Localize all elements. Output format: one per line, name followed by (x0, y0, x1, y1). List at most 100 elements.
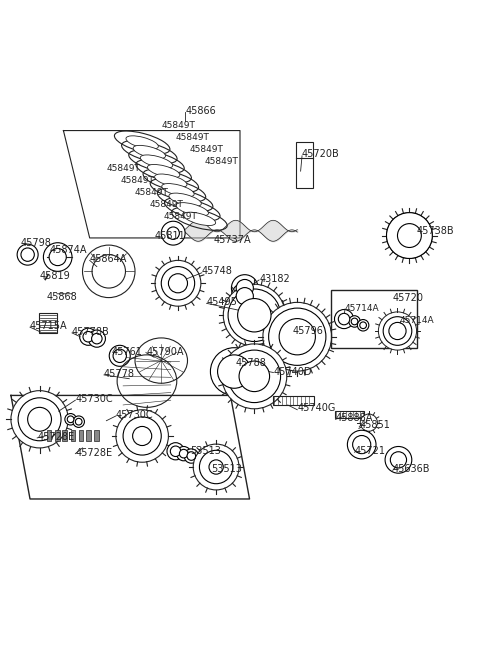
Circle shape (386, 213, 432, 258)
Text: 45849T: 45849T (204, 157, 238, 166)
Text: 45728E: 45728E (37, 432, 74, 442)
Ellipse shape (155, 174, 187, 187)
Text: 45851: 45851 (360, 420, 390, 430)
Ellipse shape (176, 203, 208, 216)
Bar (296, 142, 313, 188)
Bar (86, 430, 91, 441)
Circle shape (17, 244, 38, 265)
Text: 45798: 45798 (21, 238, 51, 248)
Circle shape (383, 316, 412, 346)
Text: 45738B: 45738B (417, 226, 454, 236)
Ellipse shape (147, 164, 180, 178)
Text: 45721: 45721 (355, 446, 385, 456)
Text: 45778: 45778 (104, 369, 135, 379)
Circle shape (236, 287, 253, 305)
Text: 45796: 45796 (292, 326, 324, 336)
Circle shape (184, 449, 199, 463)
Circle shape (199, 450, 233, 484)
Text: 45761: 45761 (111, 348, 142, 357)
Bar (62, 430, 67, 441)
Circle shape (168, 273, 188, 293)
Circle shape (80, 328, 97, 346)
Circle shape (18, 398, 61, 441)
Text: 45748: 45748 (202, 266, 233, 276)
Text: 45740D: 45740D (274, 367, 312, 377)
Text: 45849T: 45849T (161, 121, 195, 130)
Circle shape (397, 224, 421, 248)
Ellipse shape (169, 193, 201, 207)
Circle shape (21, 248, 34, 261)
Circle shape (28, 407, 51, 431)
Text: 45819: 45819 (39, 271, 70, 281)
Text: 45737A: 45737A (214, 235, 252, 246)
Text: 45849T: 45849T (149, 200, 183, 209)
Bar (55, 430, 60, 441)
Circle shape (67, 416, 74, 422)
Circle shape (49, 248, 66, 265)
Bar (336, 411, 364, 418)
Text: 45740G: 45740G (297, 403, 336, 413)
Ellipse shape (183, 213, 216, 226)
Ellipse shape (83, 245, 135, 298)
Text: 45866: 45866 (185, 107, 216, 117)
Circle shape (155, 260, 201, 307)
Text: 45778B: 45778B (72, 327, 110, 337)
Text: 45714A: 45714A (400, 316, 434, 325)
Circle shape (161, 267, 195, 300)
Bar (95, 430, 99, 441)
Bar (274, 397, 314, 405)
Ellipse shape (126, 136, 158, 149)
Circle shape (386, 213, 432, 258)
Text: 45849T: 45849T (120, 176, 155, 185)
Circle shape (335, 310, 354, 328)
Circle shape (389, 322, 406, 340)
Circle shape (338, 313, 350, 325)
Bar (331, 291, 417, 348)
Circle shape (228, 350, 281, 402)
Circle shape (132, 426, 152, 446)
Circle shape (222, 344, 287, 409)
Circle shape (239, 361, 270, 392)
Circle shape (360, 322, 366, 328)
Circle shape (180, 449, 188, 458)
Text: 45849T: 45849T (135, 188, 169, 197)
Text: 45874A: 45874A (49, 245, 86, 255)
Bar (71, 430, 75, 441)
Circle shape (231, 275, 258, 301)
Text: 45849T: 45849T (190, 145, 224, 154)
Text: 45714A: 45714A (345, 304, 380, 312)
Circle shape (390, 451, 407, 468)
Text: 45720B: 45720B (302, 150, 340, 160)
Bar (47, 430, 51, 441)
Ellipse shape (133, 146, 166, 159)
Circle shape (209, 460, 223, 474)
Circle shape (238, 299, 271, 332)
Text: 45790A: 45790A (147, 348, 184, 357)
Circle shape (385, 446, 412, 473)
Text: 45864A: 45864A (90, 254, 127, 264)
Circle shape (43, 243, 72, 271)
Circle shape (11, 391, 68, 448)
Text: 45730C: 45730C (75, 394, 113, 404)
Text: 45849T: 45849T (164, 212, 197, 221)
Text: 45849T: 45849T (176, 133, 209, 142)
Text: 45730C: 45730C (116, 410, 154, 420)
Text: 45788: 45788 (235, 358, 266, 369)
Text: 45868: 45868 (47, 292, 77, 302)
Text: 45811: 45811 (154, 230, 185, 240)
Text: 45888A: 45888A (336, 413, 373, 423)
Circle shape (231, 283, 258, 310)
Circle shape (223, 284, 285, 346)
Text: 45849T: 45849T (107, 164, 140, 173)
Text: 45636B: 45636B (393, 465, 430, 475)
Circle shape (279, 318, 315, 355)
Circle shape (83, 332, 94, 342)
Circle shape (349, 316, 360, 327)
Circle shape (353, 436, 371, 453)
Circle shape (193, 444, 239, 490)
Circle shape (109, 346, 130, 366)
Bar (38, 313, 57, 334)
Circle shape (228, 289, 281, 342)
Circle shape (263, 303, 332, 371)
Circle shape (360, 414, 377, 431)
